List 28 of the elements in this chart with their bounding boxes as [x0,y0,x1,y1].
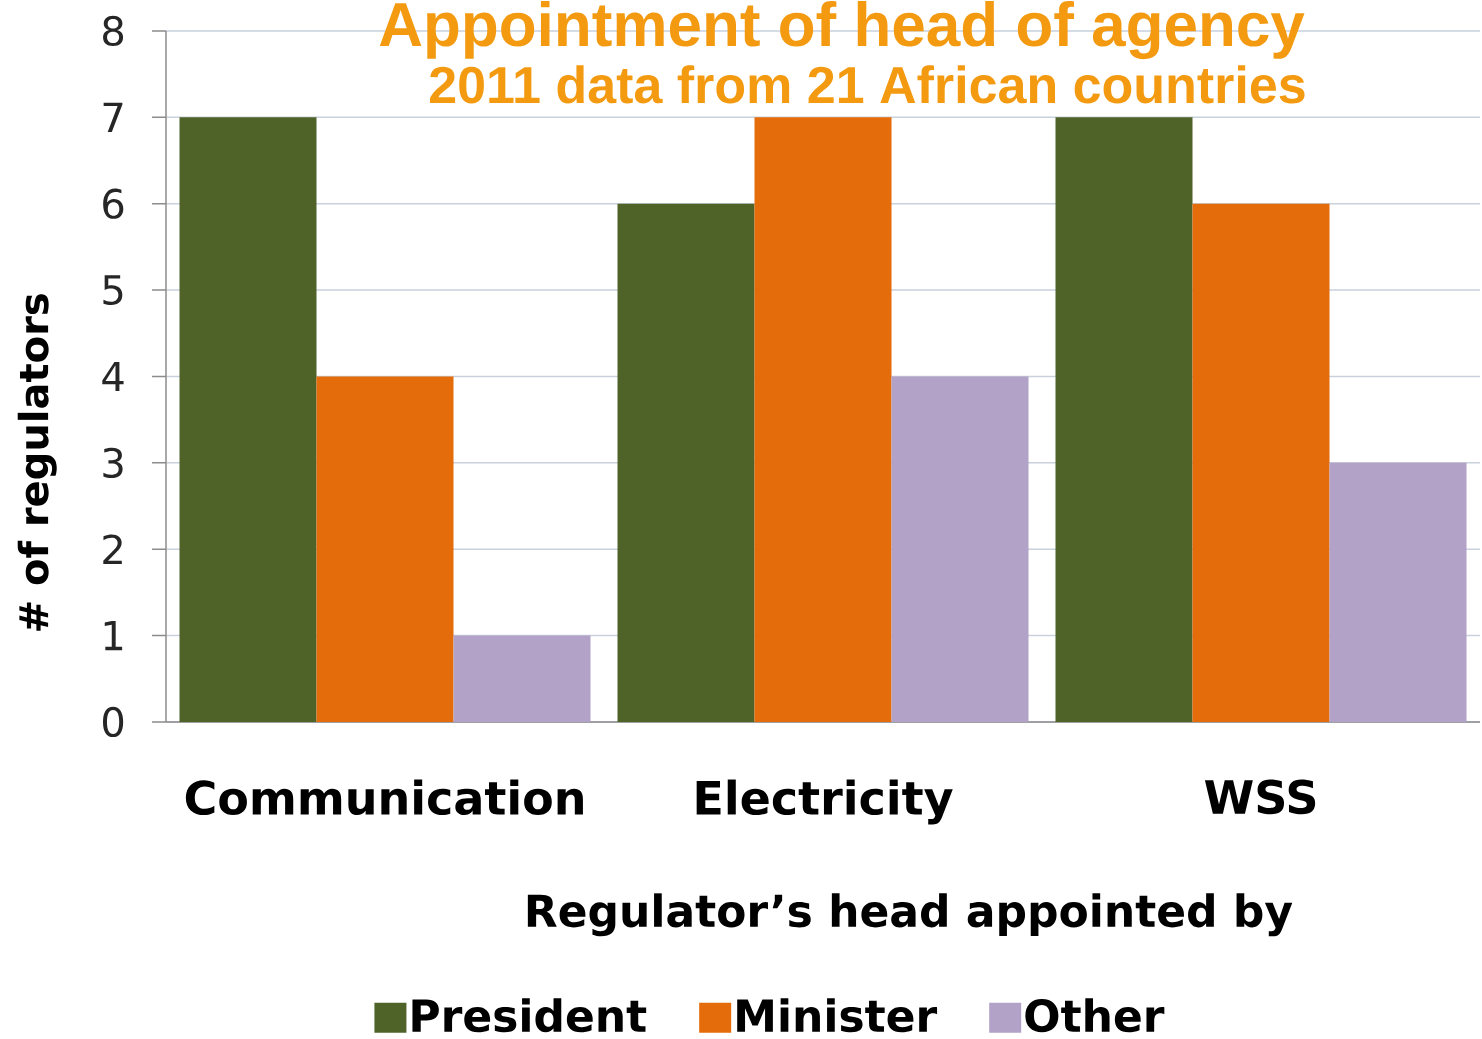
y-tick-label: 5 [103,275,123,305]
legend-label: President [412,998,647,1033]
x-tick-label: Communication [185,779,583,816]
y-tick-label: 1 [104,621,123,651]
y-tick-label: 2 [103,534,122,565]
bar [754,117,892,722]
y-tick-label: 7 [103,102,123,132]
bar [1329,462,1467,722]
y-axis-title: # of regulators [17,294,57,631]
bar [617,203,755,722]
bar [179,117,317,722]
x-tick-label: WSS [1204,779,1316,815]
x-tick-label: Electricity [696,779,953,825]
x-axis-title: Regulator’s head appointed by [527,893,1293,937]
bar [1192,203,1330,722]
bar [316,376,454,722]
text: 2011 data from 21 African countries [430,65,1305,104]
y-tick-label: 6 [103,188,124,219]
chart-title: Appointment of head of agency [379,1,1305,60]
legend-label: Other [1025,998,1165,1033]
y-tick-label: 8 [103,15,124,47]
bar [891,376,1029,722]
bar [453,635,591,722]
y-tick-label: 0 [103,706,124,738]
bar [1055,117,1193,722]
y-tick-label: 3 [103,447,123,478]
y-tick-label: 4 [102,361,124,392]
legend-label: Minister [737,998,938,1033]
